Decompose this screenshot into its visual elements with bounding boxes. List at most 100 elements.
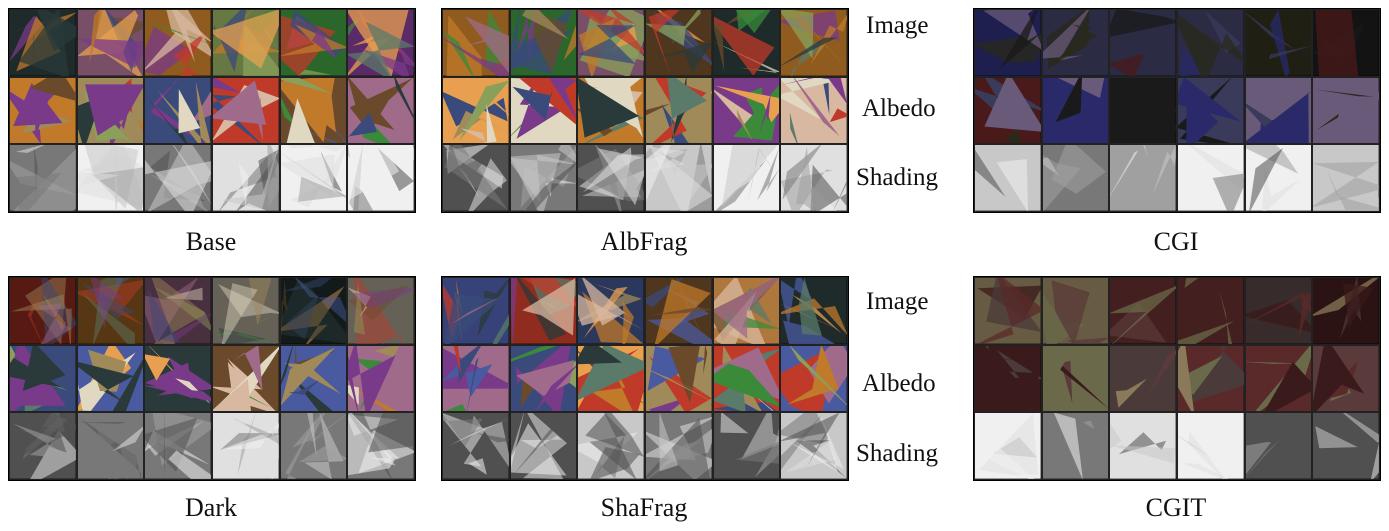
panel-dark [8, 276, 416, 481]
image-thumbnail [9, 9, 77, 77]
image-thumbnail [509, 9, 578, 77]
shading-thumbnail [644, 412, 713, 480]
shading-thumbnail [1041, 144, 1110, 212]
shading-thumbnail [279, 412, 348, 480]
shading-thumbnail [712, 412, 781, 480]
shading-thumbnail [712, 144, 781, 212]
albedo-thumbnail [509, 344, 578, 413]
image-thumbnail [1041, 277, 1110, 345]
image-thumbnail [974, 277, 1042, 345]
shading-thumbnail [76, 412, 145, 480]
shading-thumbnail [144, 144, 212, 212]
albedo-thumbnail [780, 76, 848, 145]
image-thumbnail [211, 9, 280, 77]
image-thumbnail [211, 277, 280, 345]
panel-shafrag [441, 276, 849, 481]
albedo-thumbnail [712, 344, 781, 413]
image-thumbnail [279, 9, 348, 77]
shading-thumbnail [1109, 144, 1177, 212]
albedo-thumbnail [577, 76, 645, 145]
albedo-thumbnail [1041, 76, 1110, 145]
row-label-shading: Shading [856, 440, 938, 467]
shading-thumbnail [1312, 144, 1380, 212]
image-thumbnail [1041, 9, 1110, 77]
image-thumbnail [1244, 9, 1313, 77]
image-thumbnail [347, 9, 415, 77]
panel-albfrag [441, 8, 849, 213]
image-thumbnail [144, 277, 212, 345]
albedo-thumbnail [211, 76, 280, 145]
shading-thumbnail [279, 144, 348, 212]
shading-thumbnail [76, 144, 145, 212]
albedo-thumbnail [442, 76, 510, 145]
shading-thumbnail [577, 144, 645, 212]
image-thumbnail [644, 277, 713, 345]
image-thumbnail [1176, 277, 1245, 345]
shading-thumbnail [1041, 412, 1110, 480]
image-thumbnail [442, 277, 510, 345]
image-thumbnail [9, 277, 77, 345]
shading-thumbnail [1244, 412, 1313, 480]
shading-thumbnail [974, 144, 1042, 212]
albedo-thumbnail [974, 344, 1042, 413]
shading-thumbnail [9, 412, 77, 480]
shading-thumbnail [644, 144, 713, 212]
row-label-albedo: Albedo [862, 370, 936, 397]
shading-thumbnail [1244, 144, 1313, 212]
panel-base [8, 8, 416, 213]
image-thumbnail [347, 277, 415, 345]
shading-thumbnail [442, 412, 510, 480]
albedo-thumbnail [1312, 76, 1380, 145]
caption-shafrag: ShaFrag [600, 493, 688, 522]
albedo-thumbnail [974, 76, 1042, 145]
albedo-thumbnail [577, 344, 645, 413]
albedo-thumbnail [1109, 76, 1177, 145]
shading-thumbnail [347, 412, 415, 480]
image-thumbnail [780, 277, 848, 345]
albedo-thumbnail [1244, 344, 1313, 413]
image-thumbnail [1176, 9, 1245, 77]
albedo-thumbnail [279, 344, 348, 413]
image-thumbnail [76, 9, 145, 77]
shading-thumbnail [509, 412, 578, 480]
image-thumbnail [1312, 277, 1380, 345]
image-thumbnail [1312, 9, 1380, 77]
albedo-thumbnail [1176, 76, 1245, 145]
albedo-thumbnail [644, 76, 713, 145]
image-thumbnail [1109, 9, 1177, 77]
shading-thumbnail [347, 144, 415, 212]
albedo-thumbnail [1244, 76, 1313, 145]
albedo-thumbnail [1176, 344, 1245, 413]
image-thumbnail [712, 277, 781, 345]
albedo-thumbnail [780, 344, 848, 413]
albedo-thumbnail [712, 76, 781, 145]
image-thumbnail [644, 9, 713, 77]
shading-thumbnail [144, 412, 212, 480]
caption-dark: Dark [185, 493, 237, 522]
albedo-thumbnail [211, 344, 280, 413]
albedo-thumbnail [76, 344, 145, 413]
image-thumbnail [442, 9, 510, 77]
image-thumbnail [780, 9, 848, 77]
caption-base: Base [185, 227, 237, 256]
row-label-image: Image [866, 288, 929, 315]
albedo-thumbnail [76, 76, 145, 145]
panel-cgit [973, 276, 1381, 481]
albedo-thumbnail [509, 76, 578, 145]
shading-thumbnail [9, 144, 77, 212]
shading-thumbnail [1176, 412, 1245, 480]
albedo-thumbnail [442, 344, 510, 413]
shading-thumbnail [577, 412, 645, 480]
shading-thumbnail [780, 144, 848, 212]
shading-thumbnail [974, 412, 1042, 480]
row-label-albedo: Albedo [862, 95, 936, 122]
shading-thumbnail [780, 412, 848, 480]
albedo-thumbnail [144, 344, 212, 413]
shading-thumbnail [509, 144, 578, 212]
panel-cgi [973, 8, 1381, 213]
row-label-shading: Shading [856, 164, 938, 191]
row-label-image: Image [866, 12, 929, 39]
image-thumbnail [1244, 277, 1313, 345]
albedo-thumbnail [1041, 344, 1110, 413]
albedo-thumbnail [644, 344, 713, 413]
